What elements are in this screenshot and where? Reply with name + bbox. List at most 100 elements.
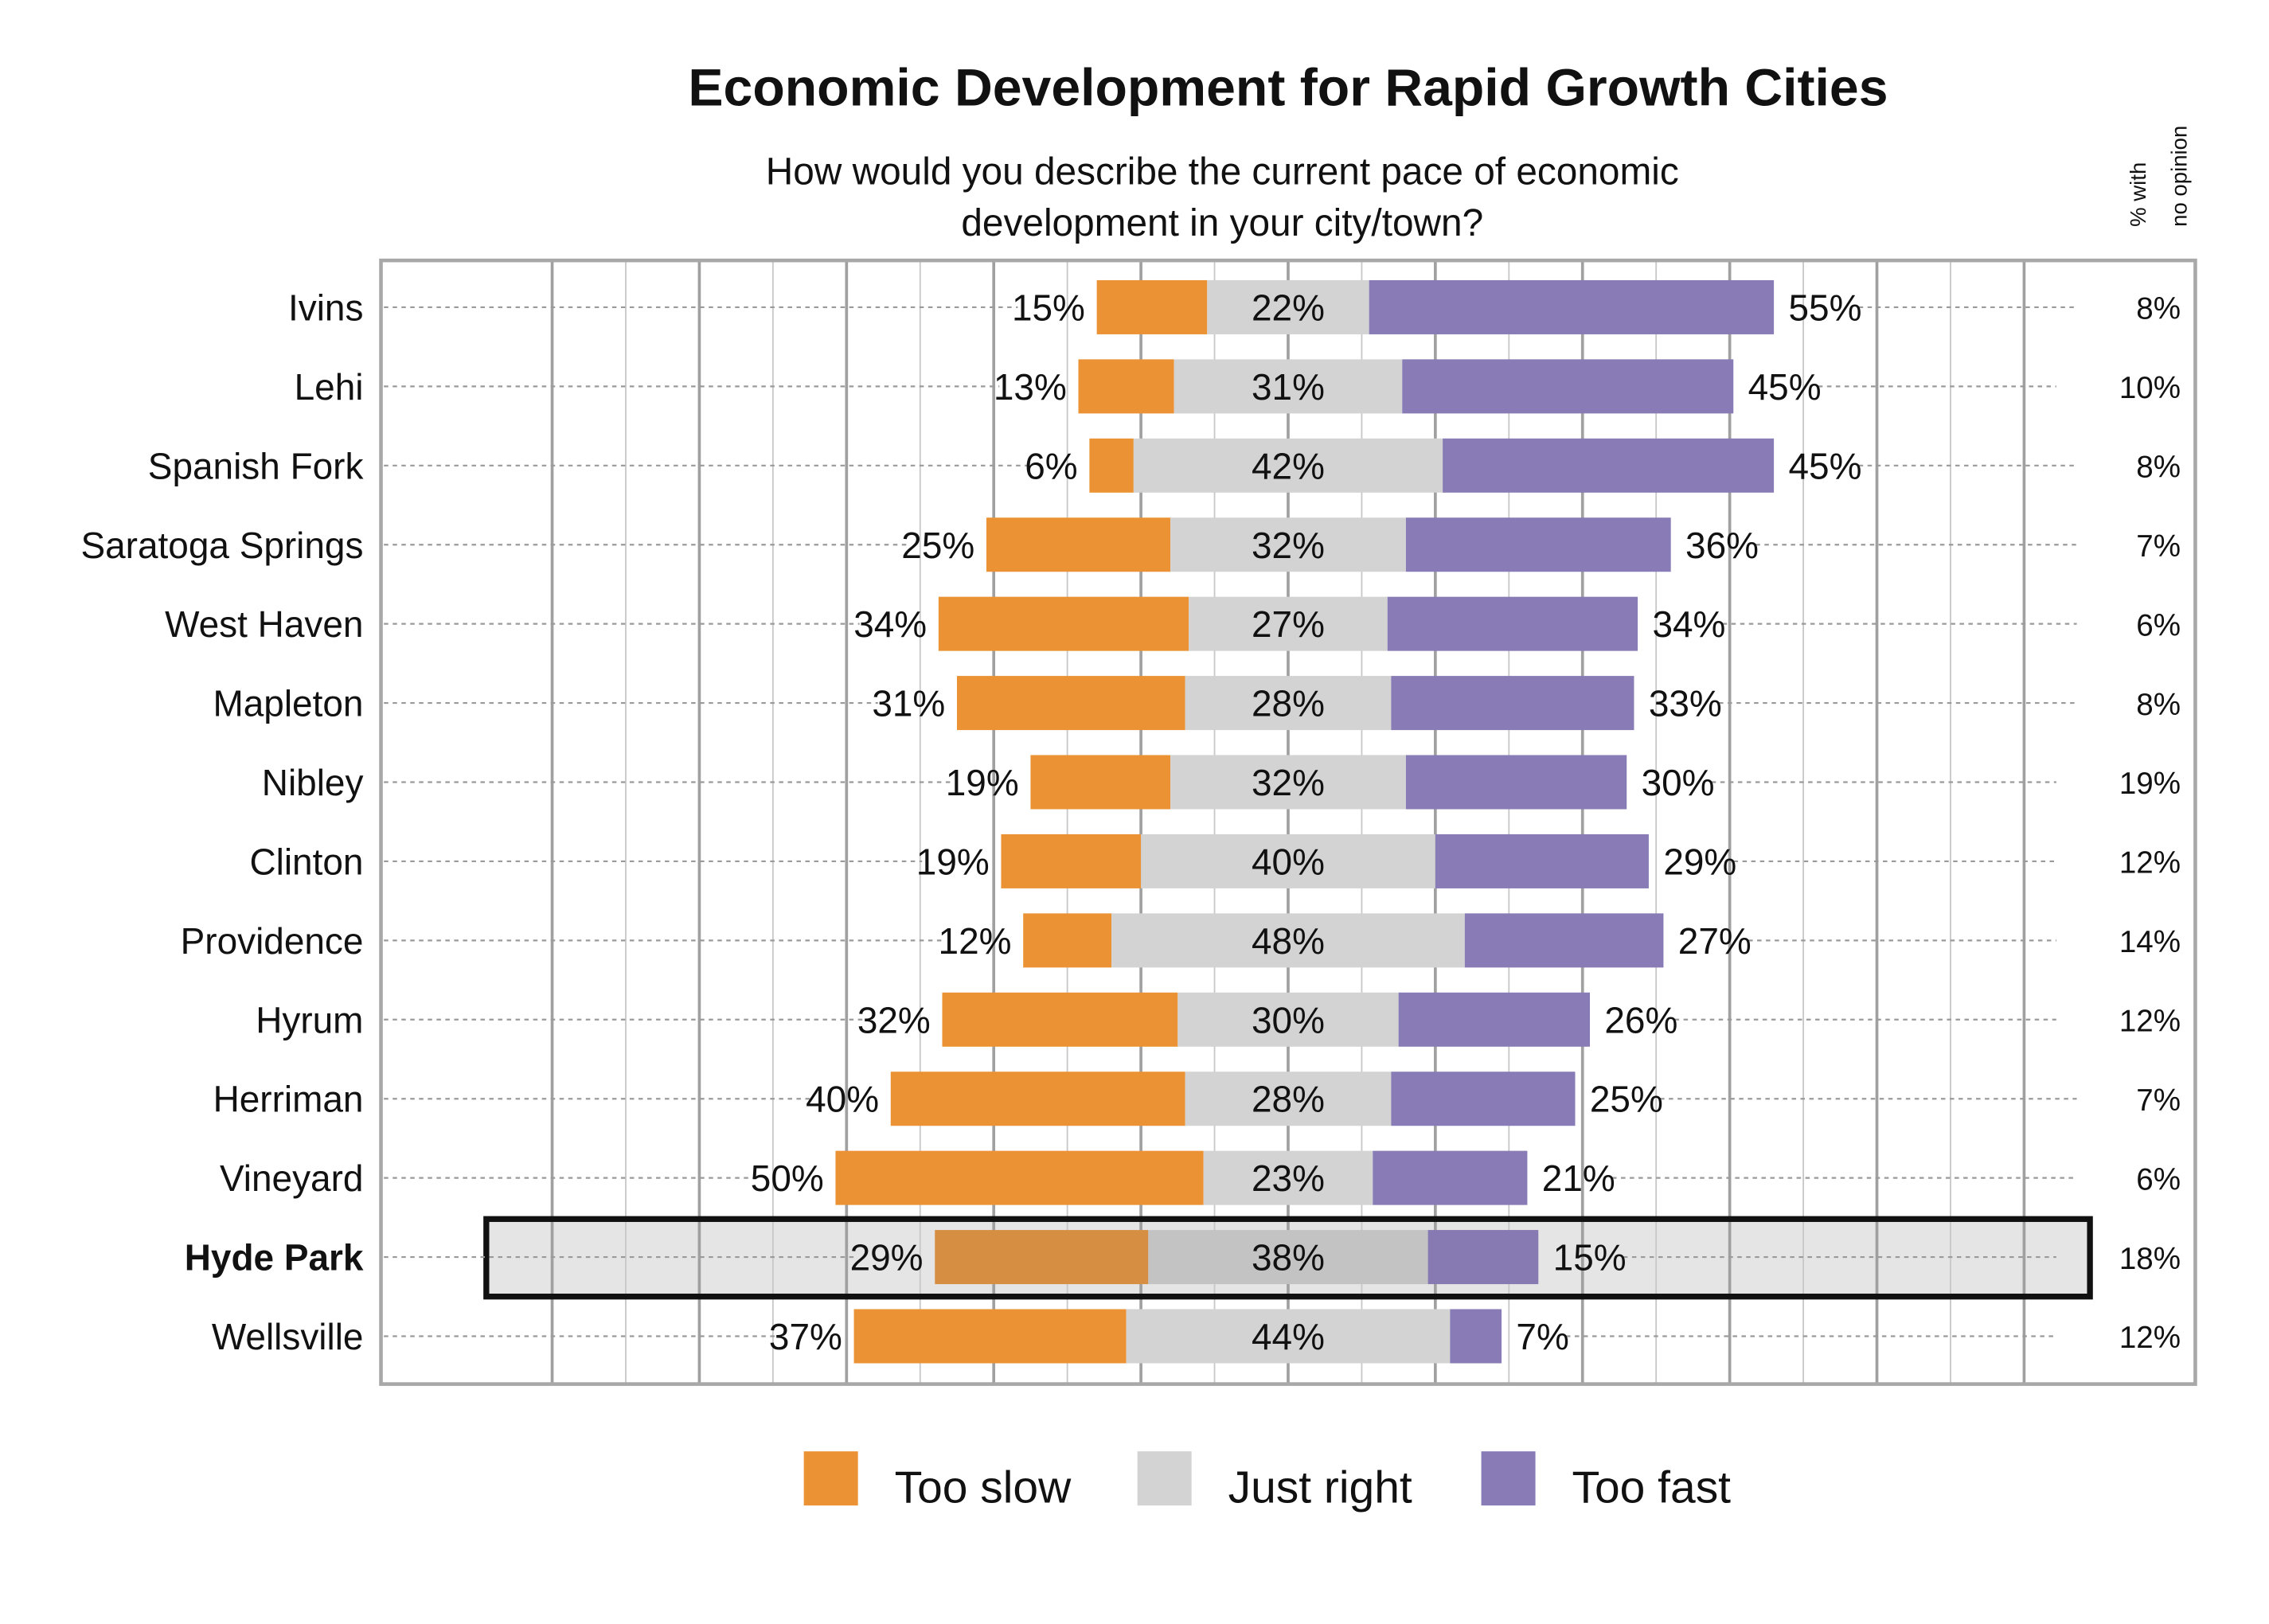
label-no-opinion: 14%	[2119, 925, 2181, 959]
no-opinion-header-line-2: no opinion	[2166, 126, 2191, 227]
bar-too-slow	[986, 517, 1171, 572]
category-label: Vineyard	[220, 1157, 363, 1199]
label-too-slow: 40%	[806, 1079, 879, 1120]
label-just-right: 27%	[1252, 603, 1325, 645]
label-too-fast: 26%	[1604, 999, 1677, 1040]
category-label: Ivins	[288, 287, 363, 328]
label-no-opinion: 8%	[2136, 292, 2181, 326]
category-label: Mapleton	[213, 683, 363, 724]
label-too-fast: 45%	[1748, 366, 1822, 408]
bar-too-fast	[1402, 359, 1734, 414]
label-too-slow: 25%	[901, 525, 974, 566]
bar-too-slow	[1096, 279, 1208, 334]
label-no-opinion: 18%	[2119, 1242, 2181, 1276]
label-just-right: 44%	[1252, 1316, 1325, 1357]
category-label: Lehi	[295, 366, 364, 408]
label-too-slow: 37%	[769, 1316, 842, 1357]
label-too-slow: 50%	[751, 1157, 824, 1199]
bar-too-fast	[1443, 438, 1775, 493]
bar-too-fast	[1435, 833, 1649, 888]
bar-too-slow	[938, 596, 1189, 651]
label-too-slow: 19%	[916, 841, 990, 882]
label-no-opinion: 12%	[2119, 1004, 2181, 1038]
label-too-slow: 29%	[850, 1237, 924, 1279]
bar-too-slow	[1078, 359, 1174, 414]
category-label: Hyrum	[256, 999, 363, 1040]
bar-too-slow	[1023, 913, 1112, 968]
legend-label: Too fast	[1572, 1462, 1732, 1513]
bar-just-right	[1185, 1072, 1392, 1126]
label-too-fast: 30%	[1642, 762, 1715, 803]
label-too-slow: 15%	[1012, 287, 1085, 328]
category-label: Hyde Park	[185, 1237, 364, 1279]
bar-too-fast	[1369, 279, 1775, 334]
bar-just-right	[1177, 992, 1399, 1047]
bar-just-right	[1185, 676, 1392, 731]
label-just-right: 32%	[1252, 762, 1325, 803]
label-just-right: 40%	[1252, 841, 1325, 882]
bar-just-right	[1133, 438, 1443, 493]
label-just-right: 23%	[1252, 1157, 1325, 1199]
legend-swatch	[803, 1451, 858, 1506]
label-too-slow: 6%	[1025, 445, 1077, 486]
bar-too-slow	[835, 1150, 1204, 1205]
label-just-right: 28%	[1252, 683, 1325, 724]
bar-just-right	[1148, 1230, 1428, 1285]
bar-just-right	[1174, 359, 1403, 414]
plot-border	[379, 258, 2197, 1386]
category-label: Providence	[181, 920, 364, 962]
label-just-right: 42%	[1252, 445, 1325, 486]
label-just-right: 31%	[1252, 366, 1325, 408]
label-too-slow: 13%	[994, 366, 1067, 408]
category-label: Herriman	[213, 1079, 364, 1120]
label-no-opinion: 7%	[2136, 1083, 2181, 1118]
bar-too-slow	[956, 676, 1185, 731]
bar-too-fast	[1391, 1072, 1576, 1126]
legend: Too slow Just right Too fast	[803, 1451, 1732, 1513]
label-too-fast: 45%	[1788, 445, 1861, 486]
highlight-box	[483, 1216, 2093, 1300]
bar-just-right	[1170, 755, 1406, 810]
legend-swatch	[1137, 1451, 1192, 1506]
bar-too-slow	[853, 1309, 1127, 1364]
category-label: Saratoga Springs	[80, 525, 363, 566]
bar-too-slow	[942, 992, 1178, 1047]
label-too-slow: 19%	[946, 762, 1019, 803]
label-too-fast: 33%	[1649, 683, 1722, 724]
category-label: Spanish Fork	[148, 445, 365, 486]
bar-just-right	[1203, 1150, 1373, 1205]
category-label: Nibley	[262, 762, 364, 803]
label-too-slow: 32%	[857, 999, 931, 1040]
label-too-slow: 12%	[939, 920, 1012, 962]
bar-too-slow	[935, 1230, 1149, 1285]
label-too-slow: 31%	[872, 683, 945, 724]
bar-too-slow	[1030, 755, 1171, 810]
category-label: Clinton	[249, 841, 363, 882]
label-no-opinion: 6%	[2136, 1162, 2181, 1197]
category-label: West Haven	[165, 603, 363, 645]
label-no-opinion: 7%	[2136, 529, 2181, 564]
label-just-right: 30%	[1252, 999, 1325, 1040]
label-too-fast: 34%	[1652, 603, 1725, 645]
label-no-opinion: 10%	[2119, 371, 2181, 405]
bar-too-fast	[1373, 1150, 1528, 1205]
label-just-right: 32%	[1252, 525, 1325, 566]
bar-too-fast	[1464, 913, 1664, 968]
bar-too-fast	[1450, 1309, 1502, 1364]
bar-just-right	[1189, 596, 1388, 651]
label-just-right: 22%	[1252, 287, 1325, 328]
legend-label: Too slow	[895, 1462, 1072, 1513]
bar-too-fast	[1398, 992, 1590, 1047]
label-too-fast: 55%	[1788, 287, 1861, 328]
label-too-fast: 25%	[1590, 1079, 1663, 1120]
label-just-right: 28%	[1252, 1079, 1325, 1120]
chart-subtitle-line-2: development in your city/town?	[961, 202, 1483, 244]
bar-too-fast	[1405, 755, 1627, 810]
bar-just-right	[1207, 279, 1369, 334]
label-no-opinion: 12%	[2119, 1321, 2181, 1355]
bar-too-fast	[1405, 517, 1671, 572]
label-too-fast: 7%	[1516, 1316, 1568, 1357]
bar-just-right	[1170, 517, 1406, 572]
label-too-fast: 21%	[1542, 1157, 1615, 1199]
